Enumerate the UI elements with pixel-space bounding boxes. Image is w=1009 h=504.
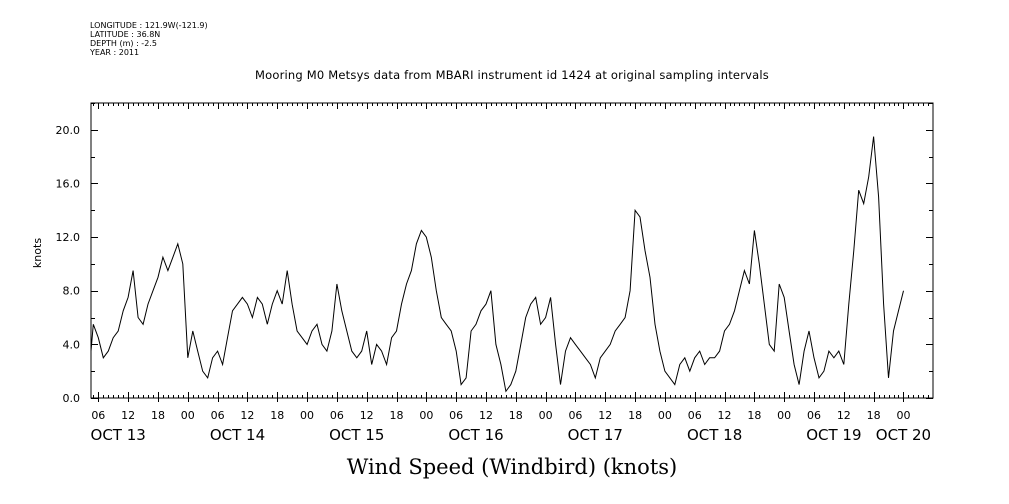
- x-hour-tick-label: 12: [479, 409, 493, 422]
- x-hour-tick-label: 00: [539, 409, 553, 422]
- x-hour-tick-label: 18: [867, 409, 881, 422]
- x-hour-tick-label: 06: [211, 409, 225, 422]
- wind-speed-chart: 0.04.08.012.016.020.0 06 12 18 00 06 12 18 00 06…: [31, 102, 934, 444]
- day-label: OCT 19: [806, 426, 861, 444]
- x-hour-tick-label: 00: [181, 409, 195, 422]
- day-label: OCT 20: [876, 426, 931, 444]
- x-hour-tick-label: 18: [509, 409, 523, 422]
- x-hour-tick-label: 12: [718, 409, 732, 422]
- day-label: OCT 16: [448, 426, 503, 444]
- y-tick-label: 16.0: [56, 177, 81, 190]
- day-label: OCT 14: [210, 426, 265, 444]
- day-label: OCT 17: [568, 426, 623, 444]
- x-hour-tick-label: 06: [91, 409, 105, 422]
- y-tick-label: 8.0: [63, 285, 81, 298]
- y-tick-label: 0.0: [63, 392, 81, 405]
- day-label: OCT 13: [91, 426, 146, 444]
- x-hour-tick-label: 06: [568, 409, 582, 422]
- x-hour-tick-label: 12: [240, 409, 254, 422]
- x-hour-tick-label: 06: [688, 409, 702, 422]
- chart-title: Mooring M0 Metsys data from MBARI instru…: [255, 68, 769, 82]
- day-label: OCT 18: [687, 426, 742, 444]
- x-hour-tick-label: 00: [658, 409, 672, 422]
- x-hour-tick-label: 06: [330, 409, 344, 422]
- axis-ticks: [91, 103, 933, 402]
- day-label: OCT 15: [329, 426, 384, 444]
- x-hour-tick-label: 12: [360, 409, 374, 422]
- metadata-block: LONGITUDE : 121.9W(-121.9) LATITUDE : 36…: [90, 21, 208, 57]
- year-label: YEAR : 2011: [90, 48, 140, 57]
- x-hour-tick-label: 00: [777, 409, 791, 422]
- x-hour-tick-label: 18: [390, 409, 404, 422]
- y-axis-label: knots: [31, 238, 44, 268]
- x-hour-tick-label: 06: [449, 409, 463, 422]
- x-hour-tick-label: 18: [628, 409, 642, 422]
- day-labels: OCT 13 OCT 14 OCT 15 OCT 16 OCT 17 OCT 18 OCT …: [91, 426, 932, 444]
- x-hour-tick-label: 12: [837, 409, 851, 422]
- x-hour-tick-label: 18: [270, 409, 284, 422]
- x-hour-tick-label: 12: [598, 409, 612, 422]
- y-tick-label: 20.0: [56, 124, 81, 137]
- x-hour-tick-label: 00: [419, 409, 433, 422]
- x-hour-tick-label: 12: [121, 409, 135, 422]
- x-axis-label: Wind Speed (Windbird) (knots): [346, 455, 678, 479]
- wind-speed-series-line: [90, 136, 904, 393]
- x-hour-tick-label: 00: [896, 409, 910, 422]
- x-hour-tick-label: 00: [300, 409, 314, 422]
- y-tick-label: 12.0: [56, 231, 81, 244]
- y-tick-label: 4.0: [63, 338, 81, 351]
- y-tick-labels: 0.0 4.0 8.0 12.0 16.0 20.0: [56, 124, 81, 405]
- latitude-label: LATITUDE : 36.8N: [90, 30, 161, 39]
- x-hour-tick-label: 18: [747, 409, 761, 422]
- x-hour-tick-label: 18: [151, 409, 165, 422]
- depth-label: DEPTH (m) : -2.5: [90, 39, 157, 48]
- longitude-label: LONGITUDE : 121.9W(-121.9): [90, 21, 208, 30]
- plot-frame: [90, 102, 934, 399]
- x-tick-labels: 06 12 18 00 06 12 18 00 06 12 18 00 06 12 18 00 06 12 18 00…: [91, 409, 910, 422]
- x-hour-tick-label: 06: [807, 409, 821, 422]
